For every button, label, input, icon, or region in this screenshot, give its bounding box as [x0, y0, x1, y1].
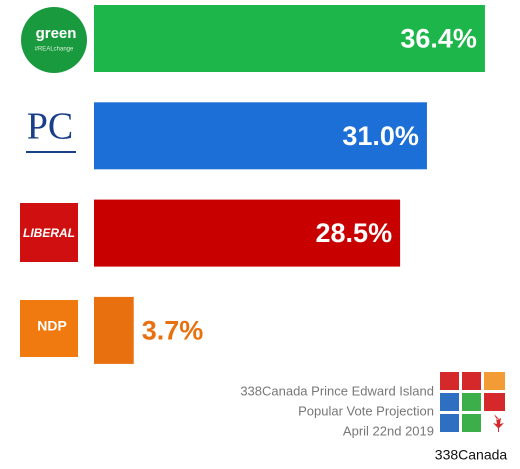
logo-text: green	[36, 25, 77, 42]
bar	[94, 102, 427, 170]
bar	[94, 5, 485, 72]
logo-text: PC	[27, 106, 73, 148]
logo-text: NDP	[37, 318, 67, 334]
bar	[94, 296, 134, 364]
logo-green: green #REALchange	[21, 7, 87, 73]
brand-logo	[440, 372, 505, 432]
value-label: 28.5%	[316, 218, 393, 248]
bar	[94, 199, 401, 267]
value-label: 31.0%	[342, 121, 419, 151]
value-label: 36.4%	[400, 24, 477, 54]
logo-liberal: LIBERAL	[20, 203, 78, 262]
logo-ndp: NDP	[20, 300, 78, 357]
logo-pc: PC	[26, 106, 76, 153]
note: April 22nd 2019	[343, 423, 434, 438]
note: Popular Vote Projection	[298, 403, 434, 418]
value-label: 3.7%	[142, 316, 204, 346]
brand: 338Canada	[435, 447, 508, 463]
logo-text: LIBERAL	[23, 226, 75, 240]
logo-subtext: #REALchange	[35, 47, 74, 53]
note: 338Canada Prince Edward Island	[240, 383, 434, 398]
